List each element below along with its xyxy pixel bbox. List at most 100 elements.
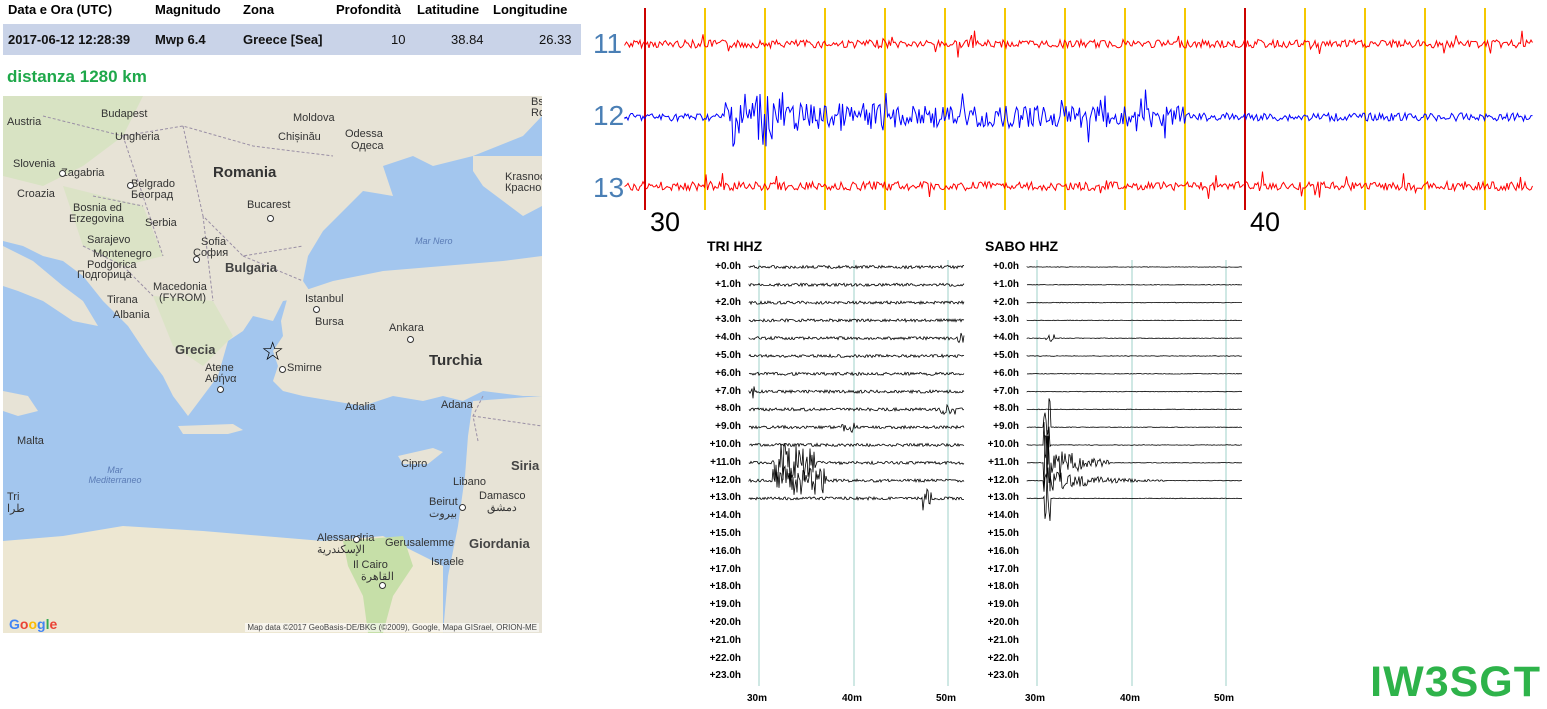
header-magnitude: Magnitudo (155, 2, 221, 17)
map-label-mar-mediterraneo-line2: Mediterraneo (88, 475, 142, 485)
map-label-fyrom: (FYROM) (159, 292, 207, 304)
city-dot-alessandria (353, 536, 360, 543)
map-label-bosnia: Bosnia ed (73, 202, 122, 214)
google-logo-letter: G (9, 616, 20, 632)
helicorder-hour-label: +2.0h (993, 296, 1019, 308)
helicorder-trace (748, 465, 965, 495)
map-attribution[interactable]: Map data ©2017 GeoBasis-DE/BKG (©2009), … (245, 623, 539, 632)
map-label-gerusalemme: Gerusalemme (385, 537, 455, 549)
google-logo-letter: e (49, 616, 58, 632)
map-label-tripoli-1: Tri (7, 491, 20, 503)
helicorder-trace (748, 282, 965, 288)
map-label-ungheria: Ungheria (115, 131, 160, 143)
city-dot-ankara (407, 336, 414, 343)
event-zone: Greece [Sea] (243, 32, 323, 47)
helicorder-hour-label: +11.0h (988, 456, 1019, 468)
map-label-giordania: Giordania (469, 536, 530, 551)
channel-label-12: 12 (593, 100, 625, 131)
distance-text: distanza 1280 km (7, 67, 147, 86)
header-depth: Profondità (336, 2, 401, 17)
map-label-il-cairo: Il Cairo (353, 559, 388, 571)
helicorder-trace (748, 317, 965, 323)
map-label-bucarest: Bucarest (247, 199, 291, 211)
map-label-croazia: Croazia (17, 188, 55, 200)
helicorder-trace (748, 332, 965, 344)
helicorder-trace (748, 443, 965, 483)
epicenter-map[interactable]: Austria Budapest Ungheria Chișinău Moldo… (3, 96, 542, 633)
map-label-siria: Siria (511, 458, 540, 473)
google-logo[interactable]: Google (9, 616, 57, 632)
helicorder-hour-label: +20.0h (709, 617, 741, 628)
city-dot-sofia (193, 256, 200, 263)
time-label-40: 40 (1250, 207, 1281, 237)
seismic-trace (624, 30, 1533, 58)
map-label-odessa: Odessa (345, 128, 383, 140)
map-label-tirana: Tirana (107, 294, 138, 306)
map-label-bs: Bs (531, 96, 542, 108)
map-label-moldova: Moldova (293, 112, 335, 124)
map-label-adana: Adana (441, 399, 473, 411)
map-label-smirne: Smirne (287, 362, 322, 374)
map-label-beirut: Beirut (429, 496, 458, 508)
helicorder-minute-label: 50m (936, 693, 957, 704)
helicorder-hour-label: +13.0h (709, 492, 741, 504)
helicorder-trace (1026, 301, 1243, 304)
helicorder-minute-label: 30m (1025, 693, 1046, 704)
helicorder-hour-label: +17.0h (709, 563, 741, 575)
helicorder-hour-label: +9.0h (715, 421, 741, 433)
city-dot-istanbul (313, 306, 320, 313)
helicorder-trace (1026, 398, 1243, 436)
helicorder-hour-label: +2.0h (715, 296, 741, 308)
event-table: Data e Ora (UTC) Magnitudo Zona Profondi… (3, 0, 581, 55)
map-label-malta: Malta (17, 435, 44, 447)
map-label-montenegro: Montenegro (93, 248, 152, 260)
map-label-ankara: Ankara (389, 322, 424, 334)
map-label-krasnodar-cyr: Красно (505, 182, 542, 194)
map-label-sofia-cyr: София (193, 247, 229, 259)
map-label-israele: Israele (431, 556, 465, 568)
channel-label-13: 13 (593, 172, 625, 203)
helicorder-hour-label: +21.0h (987, 634, 1019, 646)
helicorder-hour-label: +1.0h (715, 278, 741, 290)
map-label-cipro: Cipro (401, 458, 428, 470)
map-label-libano: Libano (453, 476, 487, 488)
helicorder-trace (748, 488, 964, 511)
map-label-ro: Ro (531, 107, 542, 119)
map-label-mar-mediterraneo-line1: Mar (107, 465, 123, 475)
time-label-30: 30 (650, 207, 681, 237)
map-label-erzegovina: Erzegovina (69, 213, 125, 225)
map-label-mar-nero: Mar Nero (415, 236, 453, 246)
helicorder-hour-label: +21.0h (709, 634, 741, 646)
map-label-austria: Austria (7, 116, 42, 128)
helicorder-trace (1027, 435, 1243, 492)
helicorder-sabo-traces (1026, 260, 1243, 686)
event-table-header: Data e Ora (UTC) Magnitudo Zona Profondi… (3, 0, 581, 24)
header-zone: Zona (243, 2, 275, 17)
map-label-damasco: Damasco (479, 490, 526, 502)
city-dot-bucarest (267, 215, 274, 222)
google-logo-letter: l (45, 616, 50, 632)
helicorder-hour-label: +11.0h (710, 456, 741, 468)
map-label-podgorica: Podgorica (87, 259, 137, 271)
helicorder-trace (748, 386, 965, 399)
event-datetime: 2017-06-12 12:28:39 (8, 32, 131, 47)
seismic-trace (624, 171, 1533, 199)
map-label-romania: Romania (213, 164, 277, 181)
helicorder-hour-label: +19.0h (709, 599, 741, 611)
google-logo-letter: g (37, 616, 46, 632)
map-label-chisinau: Chișinău (278, 131, 321, 143)
helicorder-hour-label: +7.0h (993, 385, 1019, 397)
helicorder-trace (1026, 421, 1243, 465)
helicorder-hour-label: +15.0h (709, 528, 741, 539)
seismogram-traces (624, 8, 1533, 210)
map-label-zagabria: Zagabria (61, 167, 105, 179)
helicorder-hour-label: +0.0h (715, 261, 741, 272)
city-dot-smirne (279, 366, 286, 373)
map-label-slovenia: Slovenia (13, 158, 56, 170)
helicorder-hour-label: +8.0h (715, 403, 741, 415)
event-latitude: 38.84 (451, 32, 484, 47)
helicorder-hour-label: +18.0h (987, 581, 1019, 593)
helicorder-hour-label: +6.0h (715, 367, 741, 379)
helicorder-hour-label: +15.0h (987, 528, 1019, 539)
helicorder-hour-label: +23.0h (709, 670, 741, 682)
